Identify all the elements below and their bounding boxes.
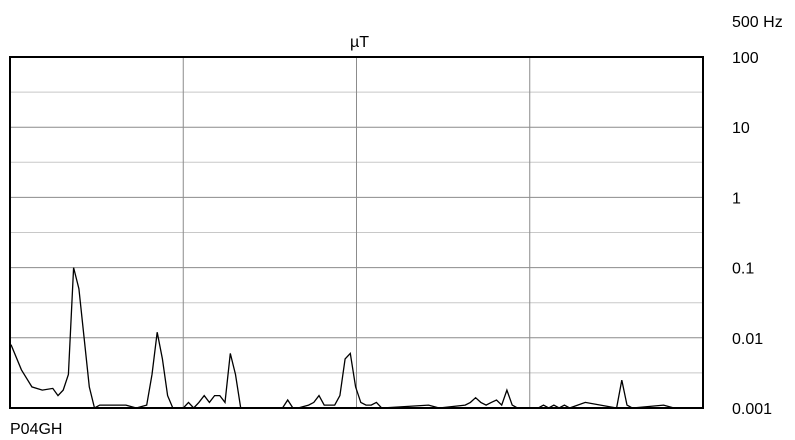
- footer-label: P04GH: [10, 421, 62, 438]
- y-tick-label: 0.1: [732, 261, 754, 278]
- chart-title: µT: [350, 34, 369, 51]
- y-tick-label: 0.01: [732, 331, 763, 348]
- y-tick-label: 1: [732, 190, 741, 207]
- major-gridlines: [10, 57, 703, 408]
- plot-frame: [9, 56, 704, 409]
- frequency-label: 500 Hz: [732, 14, 783, 31]
- y-tick-label: 0.001: [732, 401, 772, 418]
- y-tick-label: 10: [732, 120, 750, 137]
- y-tick-labels: 100 10 1 0.1 0.01 0.001: [732, 50, 772, 418]
- series-line: [10, 267, 675, 409]
- y-tick-label: 100: [732, 50, 759, 67]
